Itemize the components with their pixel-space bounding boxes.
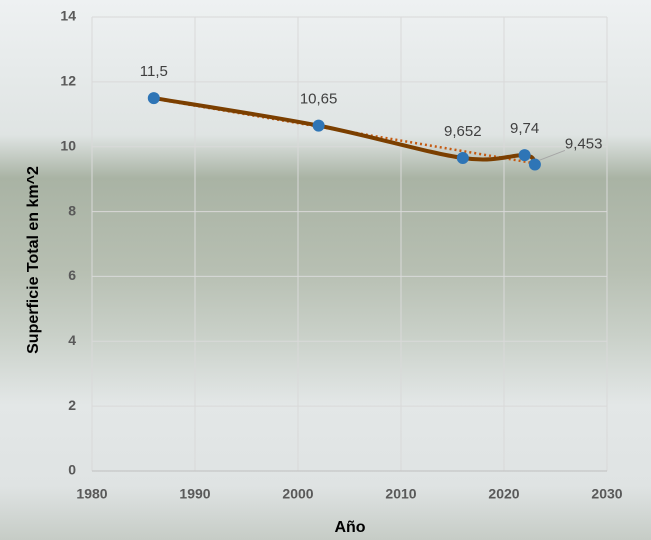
y-tick-label: 0	[68, 462, 76, 478]
y-tick-label: 8	[68, 202, 76, 218]
leader-line	[538, 149, 566, 161]
y-tick-label: 2	[68, 397, 76, 413]
y-tick-label: 10	[60, 137, 76, 153]
data-point	[147, 92, 160, 105]
data-label: 9,652	[444, 123, 482, 140]
x-tick-label: 2000	[282, 486, 313, 502]
x-tick-label: 2020	[488, 486, 519, 502]
data-label: 9,74	[510, 120, 539, 137]
y-tick-label: 14	[60, 8, 76, 24]
data-label: 10,65	[300, 91, 338, 108]
x-tick-label: 1980	[76, 486, 107, 502]
x-axis-title: Año	[334, 519, 365, 536]
data-label: 11,5	[140, 63, 168, 80]
y-tick-label: 4	[68, 332, 76, 348]
x-tick-label: 2010	[385, 486, 416, 502]
y-tick-label: 6	[68, 267, 76, 283]
y-tick-label: 12	[60, 73, 76, 89]
data-label: 9,453	[565, 135, 603, 152]
data-point	[528, 158, 541, 171]
data-point	[312, 119, 325, 132]
data-point	[456, 151, 469, 164]
data-point	[518, 149, 531, 162]
x-tick-label: 1990	[179, 486, 210, 502]
y-axis-title: Superficie Total en km^2	[25, 166, 42, 354]
x-tick-label: 2030	[591, 486, 622, 502]
